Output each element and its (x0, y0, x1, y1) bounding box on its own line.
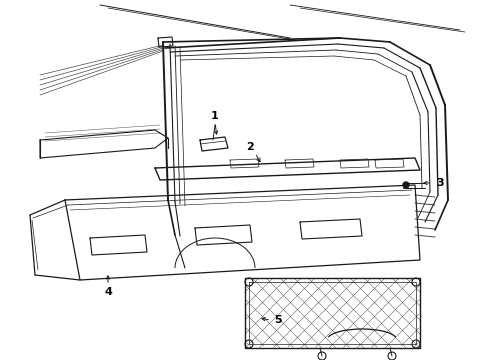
Text: 2: 2 (246, 142, 254, 152)
Circle shape (403, 182, 409, 188)
Text: 5: 5 (274, 315, 282, 325)
Text: 1: 1 (211, 111, 219, 121)
Text: 3: 3 (436, 178, 444, 188)
Text: 4: 4 (104, 287, 112, 297)
